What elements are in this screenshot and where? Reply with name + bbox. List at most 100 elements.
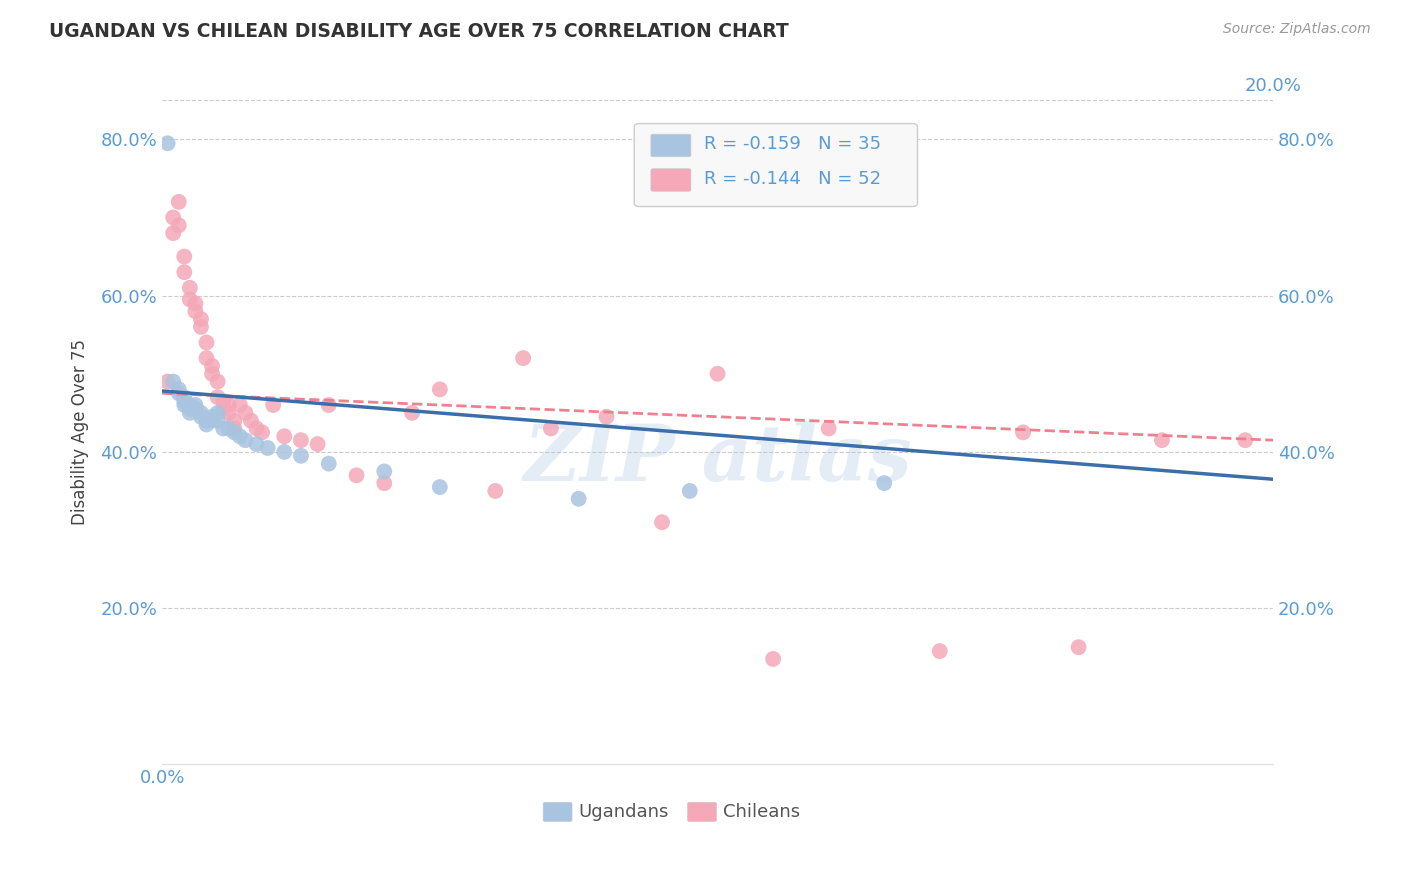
Point bbox=[817, 421, 839, 435]
Point bbox=[167, 194, 190, 209]
Point bbox=[273, 445, 295, 459]
Point bbox=[212, 401, 235, 416]
FancyBboxPatch shape bbox=[651, 134, 690, 157]
Point bbox=[229, 429, 252, 443]
Point bbox=[706, 367, 728, 381]
Point bbox=[346, 468, 368, 483]
Point bbox=[1150, 433, 1173, 447]
Point bbox=[201, 367, 224, 381]
Point bbox=[207, 414, 229, 428]
Point bbox=[429, 480, 451, 494]
Point bbox=[512, 351, 534, 365]
Y-axis label: Disability Age Over 75: Disability Age Over 75 bbox=[72, 339, 89, 525]
Point bbox=[318, 457, 340, 471]
FancyBboxPatch shape bbox=[651, 169, 690, 191]
Point bbox=[184, 296, 207, 310]
Point bbox=[179, 281, 201, 295]
Point bbox=[207, 375, 229, 389]
Text: Chileans: Chileans bbox=[723, 803, 800, 821]
FancyBboxPatch shape bbox=[688, 802, 717, 822]
Text: Source: ZipAtlas.com: Source: ZipAtlas.com bbox=[1223, 22, 1371, 37]
Point bbox=[156, 375, 179, 389]
Point bbox=[873, 476, 896, 491]
Point bbox=[173, 398, 195, 412]
Point bbox=[401, 406, 423, 420]
Point bbox=[568, 491, 591, 506]
Point bbox=[224, 421, 246, 435]
Point bbox=[235, 433, 257, 447]
Point bbox=[207, 390, 229, 404]
Point bbox=[239, 414, 262, 428]
Point bbox=[235, 406, 257, 420]
Point bbox=[928, 644, 950, 658]
Point bbox=[595, 409, 617, 424]
Point bbox=[201, 414, 224, 428]
Point bbox=[173, 265, 195, 279]
FancyBboxPatch shape bbox=[634, 124, 918, 207]
Point bbox=[229, 398, 252, 412]
Point bbox=[173, 390, 195, 404]
Point bbox=[195, 414, 218, 428]
Point bbox=[262, 398, 284, 412]
Point bbox=[290, 433, 312, 447]
Point bbox=[224, 414, 246, 428]
Point bbox=[218, 398, 240, 412]
Point bbox=[190, 319, 212, 334]
Point bbox=[224, 425, 246, 440]
Point bbox=[179, 406, 201, 420]
Point bbox=[179, 398, 201, 412]
Point bbox=[679, 483, 702, 498]
Point bbox=[256, 441, 278, 455]
Point bbox=[762, 652, 785, 666]
Point bbox=[195, 335, 218, 350]
Point bbox=[218, 406, 240, 420]
Text: ZIP atlas: ZIP atlas bbox=[523, 421, 912, 497]
Text: R = -0.144   N = 52: R = -0.144 N = 52 bbox=[704, 169, 882, 187]
Point bbox=[156, 136, 179, 151]
Point bbox=[184, 401, 207, 416]
Point bbox=[201, 409, 224, 424]
Point bbox=[250, 425, 273, 440]
Point bbox=[1067, 640, 1090, 655]
Point bbox=[1012, 425, 1035, 440]
Point bbox=[184, 304, 207, 318]
Point bbox=[162, 226, 184, 240]
Point bbox=[173, 394, 195, 409]
Point bbox=[540, 421, 562, 435]
Point bbox=[167, 386, 190, 401]
Point bbox=[195, 351, 218, 365]
Point bbox=[190, 409, 212, 424]
Point bbox=[1234, 433, 1257, 447]
Point bbox=[245, 437, 267, 451]
Text: R = -0.159   N = 35: R = -0.159 N = 35 bbox=[704, 135, 882, 153]
Point bbox=[162, 375, 184, 389]
Point bbox=[212, 394, 235, 409]
Point bbox=[207, 406, 229, 420]
Point bbox=[195, 417, 218, 432]
Point bbox=[273, 429, 295, 443]
Point bbox=[373, 464, 395, 478]
FancyBboxPatch shape bbox=[543, 802, 572, 822]
Point bbox=[190, 312, 212, 326]
Point bbox=[162, 211, 184, 225]
Point bbox=[173, 250, 195, 264]
Point bbox=[179, 401, 201, 416]
Point bbox=[245, 421, 267, 435]
Point bbox=[290, 449, 312, 463]
Point bbox=[190, 406, 212, 420]
Point bbox=[307, 437, 329, 451]
Point bbox=[201, 359, 224, 373]
Text: Ugandans: Ugandans bbox=[579, 803, 669, 821]
Point bbox=[218, 421, 240, 435]
Point bbox=[651, 515, 673, 529]
Point bbox=[179, 293, 201, 307]
Text: UGANDAN VS CHILEAN DISABILITY AGE OVER 75 CORRELATION CHART: UGANDAN VS CHILEAN DISABILITY AGE OVER 7… bbox=[49, 22, 789, 41]
Point bbox=[212, 421, 235, 435]
Point bbox=[429, 383, 451, 397]
Point bbox=[167, 219, 190, 233]
Point bbox=[318, 398, 340, 412]
Point bbox=[373, 476, 395, 491]
Point bbox=[184, 398, 207, 412]
Point bbox=[167, 383, 190, 397]
Point bbox=[484, 483, 506, 498]
